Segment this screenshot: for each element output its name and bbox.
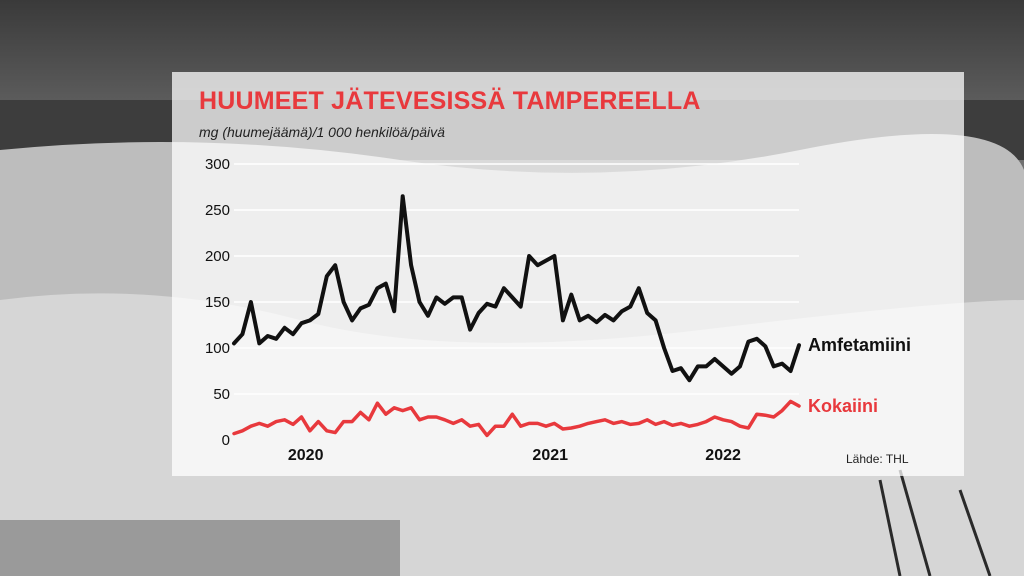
chart-title: HUUMEET JÄTEVESISSÄ TAMPEREELLA	[199, 87, 701, 115]
y-tick-label: 200	[205, 248, 230, 265]
source-label: Lähde: THL	[846, 452, 909, 466]
x-axis: 2020 2021 2022	[288, 447, 741, 464]
x-tick-label: 2020	[288, 447, 324, 464]
series-label-amfetamiini: Amfetamiini	[808, 335, 911, 355]
y-tick-label: 300	[205, 156, 230, 173]
series-line-amfetamiini	[232, 194, 801, 383]
chart-subtitle: mg (huumejäämä)/1 000 henkilöä/päivä	[199, 124, 445, 140]
series-lines	[232, 194, 801, 438]
grid	[234, 163, 799, 395]
series-labels: Amfetamiini Kokaiini	[808, 335, 911, 416]
chart-panel	[172, 72, 964, 476]
y-axis: 0 50 100 150 200 250 300	[205, 156, 230, 449]
y-tick-label: 50	[213, 386, 230, 403]
y-tick-label: 150	[205, 294, 230, 311]
series-line-kokaiini	[232, 399, 801, 438]
y-tick-label: 250	[205, 202, 230, 219]
x-tick-label: 2021	[532, 447, 568, 464]
x-tick-label: 2022	[705, 447, 741, 464]
series-label-kokaiini: Kokaiini	[808, 396, 878, 416]
y-tick-label: 100	[205, 340, 230, 357]
y-tick-label: 0	[222, 432, 230, 449]
